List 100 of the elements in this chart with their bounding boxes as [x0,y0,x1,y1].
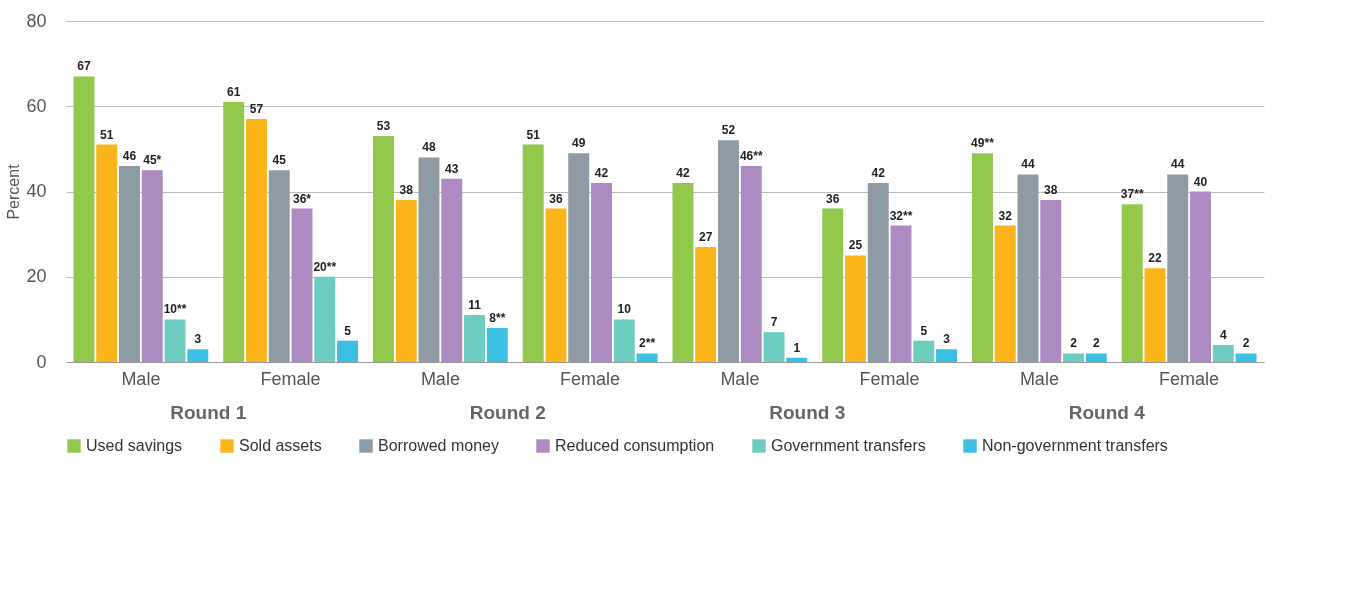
data-label: 51 [526,127,541,142]
data-label: 42 [871,165,886,180]
x-tick-label: Male [1019,368,1059,389]
y-tick-label: 0 [36,351,47,372]
text: Round 4 [1068,402,1146,423]
data-label: 38 [1044,183,1058,198]
text: Round 3 [769,402,846,423]
x-tick-label: Female [260,368,321,389]
data-label: 46** [739,148,763,163]
data-label: 5 [344,323,352,338]
data-label: 25 [848,238,863,253]
bar [96,144,118,362]
bar [223,101,245,362]
bar [291,208,313,362]
x-tick-label: Male [121,368,161,389]
x-tick-label: Female [1159,368,1220,389]
data-label: 2 [1092,336,1100,351]
bar [1144,268,1166,362]
data-label: 51 [100,127,114,142]
data-label: 3 [194,332,202,347]
data-label: 1 [793,340,801,355]
data-label: 2** [639,336,656,351]
bar [845,255,866,362]
legend-label: Sold assets [239,437,322,454]
data-label: 52 [721,123,736,138]
legend-label: Reduced consumption [555,437,715,454]
data-label: 40 [1193,174,1208,189]
bar [464,315,485,362]
bar [1235,353,1257,362]
y-axis-title: Percent [5,163,23,220]
bar [890,225,912,362]
bar [936,349,958,362]
bar [1190,191,1211,362]
data-label: 42 [594,165,609,180]
legend-label: Used savings [86,437,183,454]
bar [913,340,935,362]
data-label: 45* [143,153,162,168]
bar [73,76,95,362]
bar [636,353,658,362]
data-label: 10 [617,302,632,317]
bar [314,276,336,362]
x-tick-label: Female [859,368,920,389]
data-label: 44 [1171,157,1185,172]
legend-label: Government transfers [771,437,926,454]
data-label: 42 [676,165,690,180]
bar [246,119,267,362]
legend-label: Borrowed money [378,437,499,454]
data-label: 11 [468,298,482,313]
data-label: 10** [163,302,187,317]
data-label: 36* [292,191,312,206]
data-label: 53 [376,119,391,134]
data-label: 49 [572,136,586,151]
data-label: 5 [920,323,928,338]
bar [1063,353,1084,362]
text: Round 2 [469,402,546,423]
bar [522,144,544,362]
data-label: 2 [1070,336,1078,351]
bar [672,182,694,362]
bar [763,332,785,362]
bar [1085,353,1107,362]
data-label: 44 [1021,157,1035,172]
x-tick-label: Male [720,368,760,389]
bar [786,357,808,362]
data-label: 49** [971,136,995,151]
data-label: 48 [422,140,436,155]
data-label: 4 [1219,327,1227,342]
bar [1040,200,1062,362]
bar [187,349,209,362]
data-label: 37** [1120,187,1144,202]
bar [545,208,567,362]
bar [822,208,844,362]
data-label: 20** [313,259,337,274]
bar [337,340,359,362]
data-label: 32** [889,208,913,223]
data-label: 43 [445,161,459,176]
y-tick-label: 40 [26,181,47,201]
y-tick-label: 20 [26,266,47,287]
data-label: 38 [399,183,414,198]
x-tick-label: Male [420,368,460,389]
data-label: 3 [943,332,951,347]
bar [613,319,635,362]
data-label: 8** [489,310,506,325]
bar [141,170,163,362]
y-tick-label: 60 [26,95,47,116]
data-label: 46 [122,148,137,163]
data-label: 27 [699,229,713,244]
data-label: 36 [549,191,563,206]
bar [1212,344,1234,362]
bar [740,165,762,362]
data-label: 61 [227,84,241,99]
data-label: 57 [249,102,264,117]
data-label: 22 [1148,251,1162,266]
data-label: 36 [826,191,840,206]
bar [395,200,417,362]
bar [441,178,463,362]
legend-label: Non-government transfers [982,437,1168,454]
data-label: 2 [1242,336,1250,351]
text: Round 1 [170,402,247,423]
bar [1121,204,1143,362]
bar [971,153,993,362]
